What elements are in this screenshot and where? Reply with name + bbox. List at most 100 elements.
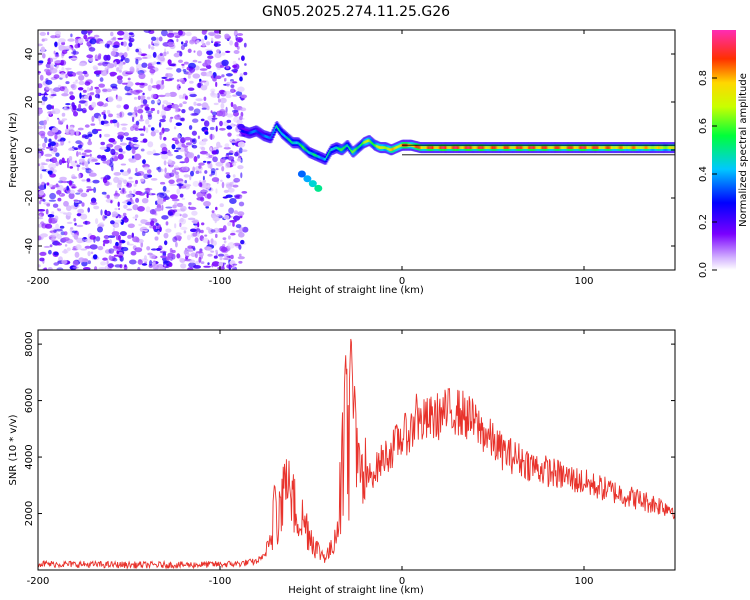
noise-speckle [51, 127, 59, 133]
noise-speckle [187, 217, 196, 221]
noise-speckle [48, 249, 52, 255]
noise-speckle [132, 123, 139, 129]
noise-speckle [47, 214, 55, 218]
noise-speckle [230, 254, 234, 260]
noise-speckle [141, 198, 149, 204]
noise-speckle [167, 211, 173, 217]
noise-speckle [185, 40, 189, 44]
noise-speckle [215, 170, 217, 177]
noise-speckle [201, 38, 205, 45]
noise-speckle [239, 76, 243, 82]
noise-speckle [50, 94, 57, 97]
noise-speckle [122, 264, 125, 267]
noise-speckle [209, 126, 215, 131]
noise-speckle [238, 260, 243, 264]
noise-speckle [118, 255, 123, 258]
noise-speckle [145, 110, 153, 114]
noise-speckle [193, 108, 201, 115]
noise-speckle [228, 207, 235, 214]
noise-speckle [113, 245, 119, 249]
colorbar-tick-label: 0.8 [698, 70, 709, 86]
noise-speckle [183, 230, 187, 234]
noise-speckle [156, 84, 161, 90]
noise-speckle [102, 242, 106, 247]
noise-speckle [46, 104, 53, 110]
noise-speckle [114, 195, 119, 199]
noise-speckle [147, 252, 153, 256]
noise-speckle [61, 41, 66, 46]
noise-speckle [164, 92, 171, 97]
noise-speckle [78, 74, 85, 81]
noise-speckle [84, 102, 88, 107]
noise-speckle [81, 179, 86, 182]
noise-speckle [137, 266, 141, 270]
snr-series-line [38, 338, 675, 570]
noise-speckle [222, 196, 229, 199]
noise-speckle [44, 153, 53, 157]
noise-speckle [75, 79, 78, 82]
noise-speckle [181, 63, 185, 66]
noise-speckle [235, 224, 242, 229]
noise-speckle [149, 260, 153, 266]
noise-speckle [75, 38, 79, 45]
noise-speckle [90, 251, 94, 255]
noise-speckle [176, 68, 182, 73]
noise-speckle [234, 41, 239, 48]
noise-speckle [51, 227, 58, 230]
noise-speckle [147, 124, 151, 128]
noise-speckle [95, 88, 101, 94]
noise-speckle [169, 172, 175, 178]
noise-speckle [195, 98, 203, 102]
noise-speckle [68, 192, 75, 200]
noise-speckle [183, 174, 190, 178]
noise-speckle [128, 42, 133, 48]
noise-speckle [236, 119, 243, 125]
noise-speckle [214, 30, 221, 34]
noise-speckle [174, 139, 180, 145]
noise-speckle [137, 51, 143, 56]
y-tick-label: 2000 [24, 501, 35, 526]
noise-speckle [127, 112, 133, 116]
noise-speckle [131, 155, 135, 160]
noise-speckle [116, 104, 122, 109]
noise-speckle [110, 119, 113, 124]
noise-speckle [55, 152, 60, 157]
noise-speckle [102, 239, 110, 244]
noise-speckle [99, 133, 102, 138]
noise-speckle [66, 205, 72, 212]
noise-speckle [133, 153, 142, 161]
noise-speckle [123, 179, 128, 185]
noise-speckle [175, 155, 183, 160]
noise-speckle [60, 180, 69, 184]
noise-speckle [123, 132, 129, 137]
noise-speckle [238, 227, 244, 231]
noise-speckle [146, 169, 152, 174]
noise-speckle [148, 193, 156, 196]
noise-speckle [71, 102, 75, 108]
noise-speckle [210, 37, 214, 42]
noise-speckle [158, 121, 162, 128]
noise-speckle [78, 151, 81, 155]
noise-speckle [179, 117, 185, 121]
noise-speckle [42, 142, 47, 148]
noise-speckle [100, 156, 107, 162]
noise-speckle [38, 223, 42, 228]
noise-speckle [49, 148, 53, 151]
noise-speckle [38, 125, 44, 130]
noise-speckle [235, 34, 238, 41]
noise-speckle [211, 118, 216, 123]
noise-speckle [221, 52, 226, 56]
noise-speckle [168, 262, 173, 267]
noise-speckle [116, 182, 122, 189]
noise-speckle [183, 42, 188, 47]
noise-speckle [39, 257, 45, 262]
noise-speckle [176, 202, 184, 208]
noise-speckle [225, 73, 233, 77]
noise-speckle [241, 55, 245, 61]
noise-speckle [137, 105, 143, 110]
noise-speckle [141, 62, 148, 68]
noise-speckle [66, 221, 73, 224]
noise-speckle [101, 87, 109, 94]
noise-speckle [63, 248, 68, 254]
noise-speckle [219, 203, 224, 208]
